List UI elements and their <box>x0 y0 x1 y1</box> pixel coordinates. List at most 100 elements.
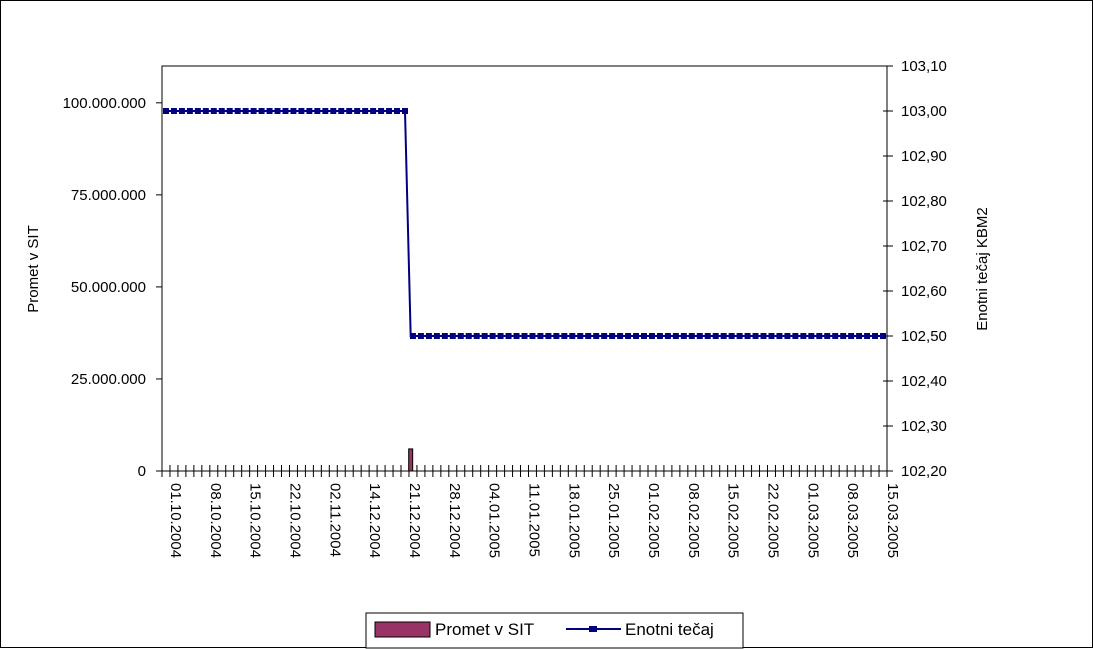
line-marker <box>601 333 608 339</box>
line-marker <box>521 333 528 339</box>
x-axis-tick-label: 04.01.2005 <box>486 483 503 558</box>
line-marker <box>505 333 512 339</box>
line-marker <box>298 108 305 114</box>
line-marker <box>497 333 504 339</box>
x-axis-tick-label: 25.01.2005 <box>605 483 622 558</box>
line-marker <box>625 333 632 339</box>
line-marker <box>346 108 353 114</box>
line-marker <box>593 333 600 339</box>
left-axis-tick-label: 0 <box>138 463 146 480</box>
line-marker <box>170 108 177 114</box>
line-marker <box>609 333 616 339</box>
line-marker <box>880 333 887 339</box>
line-marker <box>529 333 536 339</box>
right-axis-tick-label: 102,20 <box>901 463 947 480</box>
line-marker <box>848 333 855 339</box>
line-marker <box>553 333 560 339</box>
line-marker <box>370 108 377 114</box>
left-axis-tick-label: 25.000.000 <box>71 371 146 388</box>
line-marker <box>641 333 648 339</box>
line-marker <box>409 333 416 339</box>
x-axis-ticks: 01.10.2004 08.10.2004 15.10.2004 22.10.2004… <box>161 465 901 558</box>
left-axis-title: Promet v SIT <box>25 225 42 313</box>
line-marker <box>784 333 791 339</box>
line-marker <box>178 108 185 114</box>
line-marker <box>330 108 337 114</box>
line-marker <box>242 108 249 114</box>
left-axis-tick-label: 50.000.000 <box>71 279 146 296</box>
x-axis-tick-label: 08.10.2004 <box>207 483 224 558</box>
bar-series <box>408 448 414 472</box>
line-marker <box>250 108 257 114</box>
line-marker <box>712 333 719 339</box>
line-marker <box>457 333 464 339</box>
line-marker <box>354 108 361 114</box>
legend: Promet v SIT Enotni tečaj <box>365 612 744 649</box>
x-axis-tick-label: 01.03.2005 <box>804 483 821 558</box>
right-axis-tick-label: 102,80 <box>901 193 947 210</box>
x-axis-tick-label: 22.10.2004 <box>286 483 303 558</box>
bar-promet <box>408 448 414 472</box>
line-marker <box>824 333 831 339</box>
right-axis-tick-label: 102,60 <box>901 283 947 300</box>
line-marker <box>234 108 241 114</box>
x-axis-tick-label: 22.02.2005 <box>765 483 782 558</box>
line-marker <box>473 333 480 339</box>
line-marker <box>768 333 775 339</box>
x-axis-tick-label: 11.01.2005 <box>526 483 543 557</box>
line-marker <box>617 333 624 339</box>
legend-swatch-promet <box>374 621 431 638</box>
plot-area <box>161 65 888 472</box>
left-axis-ticks: 0 25.000.000 50.000.000 75.000.000 100.000.0… <box>63 95 162 480</box>
line-marker <box>322 108 329 114</box>
x-axis-tick-label: 02.11.2004 <box>326 483 343 557</box>
line-marker <box>202 108 209 114</box>
x-axis-tick-label: 01.10.2004 <box>167 483 184 558</box>
line-marker <box>258 108 265 114</box>
line-marker <box>449 333 456 339</box>
x-axis-tick-label: 15.03.2005 <box>884 483 901 558</box>
line-marker <box>378 108 385 114</box>
line-marker <box>394 108 401 114</box>
x-axis-tick-label: 18.01.2005 <box>565 483 582 558</box>
line-marker <box>489 333 496 339</box>
line-marker <box>704 333 711 339</box>
line-marker <box>680 333 687 339</box>
line-marker <box>688 333 695 339</box>
line-marker <box>569 333 576 339</box>
line-marker <box>465 333 472 339</box>
line-marker <box>800 333 807 339</box>
line-marker <box>545 333 552 339</box>
legend-box <box>365 612 744 649</box>
line-marker <box>840 333 847 339</box>
right-axis-ticks: 102,20 102,30 102,40 102,50 102,60 102,70 102,… <box>883 58 947 480</box>
line-marker <box>760 333 767 339</box>
line-marker <box>577 333 584 339</box>
line-marker <box>386 108 393 114</box>
line-marker <box>513 333 520 339</box>
line-marker <box>656 333 663 339</box>
x-axis-tick-label: 15.10.2004 <box>247 483 264 558</box>
x-axis-tick-label: 28.12.2004 <box>446 483 463 558</box>
line-marker <box>362 108 369 114</box>
right-axis-title: Enotni tečaj KBM2 <box>974 207 991 330</box>
line-marker <box>425 333 432 339</box>
left-axis-tick-label: 100.000.000 <box>63 95 146 112</box>
line-marker <box>441 333 448 339</box>
line-marker <box>338 108 345 114</box>
line-marker <box>537 333 544 339</box>
line-marker <box>401 108 408 114</box>
right-axis-tick-label: 102,70 <box>901 238 947 255</box>
line-marker <box>433 333 440 339</box>
line-marker <box>194 108 201 114</box>
line-marker <box>417 333 424 339</box>
legend-label-promet: Promet v SIT <box>435 620 534 639</box>
line-marker <box>274 108 281 114</box>
line-marker <box>314 108 321 114</box>
line-marker <box>664 333 671 339</box>
right-axis-tick-label: 102,30 <box>901 418 947 435</box>
legend-label-tecaj: Enotni tečaj <box>625 620 714 639</box>
line-marker <box>481 333 488 339</box>
